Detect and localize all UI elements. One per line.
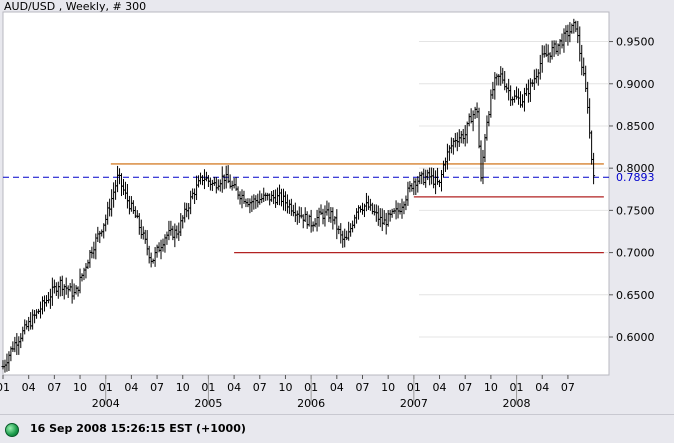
x-tick-label: 04 bbox=[22, 381, 36, 394]
y-tick-label: 0.8500 bbox=[616, 120, 655, 133]
y-tick-label: 0.6000 bbox=[616, 331, 655, 344]
x-year-label: 2008 bbox=[503, 397, 531, 410]
x-tick-label: 01 bbox=[0, 381, 10, 394]
price-bars bbox=[1, 18, 596, 373]
y-tick-label: 0.8000 bbox=[616, 162, 655, 175]
x-tick-label: 10 bbox=[278, 381, 292, 394]
x-axis: 0104071001040710010407100104071001040710… bbox=[0, 375, 575, 410]
y-tick-label: 0.9000 bbox=[616, 78, 655, 91]
x-tick-label: 04 bbox=[227, 381, 241, 394]
y-tick-label: 0.6500 bbox=[616, 289, 655, 302]
ohlc-chart: 0.6000 0.6500 0.7000 0.7500 0.8000 0.8500 0.90… bbox=[0, 11, 655, 410]
x-tick-label: 04 bbox=[124, 381, 138, 394]
x-tick-label: 07 bbox=[150, 381, 164, 394]
x-year-label: 2004 bbox=[92, 397, 120, 410]
status-bar: 16 Sep 2008 15:26:15 EST (+1000) bbox=[0, 414, 674, 443]
x-tick-label: 04 bbox=[330, 381, 344, 394]
horizontal-lines bbox=[3, 163, 609, 254]
x-tick-label: 10 bbox=[176, 381, 190, 394]
x-tick-label: 07 bbox=[561, 381, 575, 394]
y-tick-label: 0.7500 bbox=[616, 204, 655, 217]
y-tick-label: 0.9500 bbox=[616, 36, 655, 49]
x-year-label: 2007 bbox=[400, 397, 428, 410]
x-tick-label: 10 bbox=[484, 381, 498, 394]
x-year-label: 2005 bbox=[194, 397, 222, 410]
x-tick-label: 07 bbox=[253, 381, 267, 394]
x-tick-label: 10 bbox=[73, 381, 87, 394]
x-tick-label: 07 bbox=[47, 381, 61, 394]
x-tick-label: 04 bbox=[535, 381, 549, 394]
x-tick-label: 04 bbox=[433, 381, 447, 394]
y-tick-label: 0.7000 bbox=[616, 247, 655, 260]
y-axis: 0.6000 0.6500 0.7000 0.7500 0.8000 0.8500 0.90… bbox=[609, 36, 655, 344]
plot-area bbox=[2, 11, 610, 376]
chart-title: AUD/USD , Weekly, # 300 bbox=[4, 0, 147, 13]
x-year-label: 2006 bbox=[297, 397, 325, 410]
x-tick-label: 10 bbox=[381, 381, 395, 394]
x-tick-label: 07 bbox=[458, 381, 472, 394]
current-price-label: 0.7893 bbox=[616, 171, 655, 184]
connection-status-icon bbox=[5, 423, 19, 437]
x-tick-label: 07 bbox=[355, 381, 369, 394]
status-timestamp: 16 Sep 2008 15:26:15 EST (+1000) bbox=[30, 422, 246, 435]
